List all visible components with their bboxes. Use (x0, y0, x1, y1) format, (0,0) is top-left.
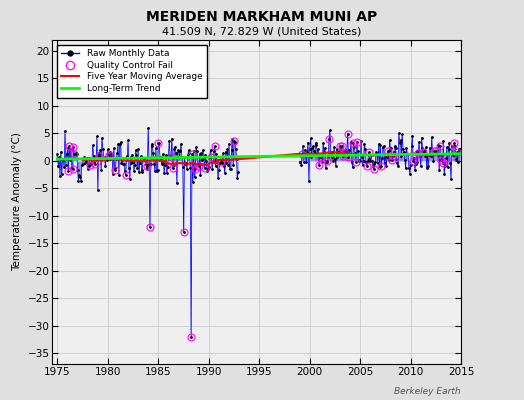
Legend: Raw Monthly Data, Quality Control Fail, Five Year Moving Average, Long-Term Tren: Raw Monthly Data, Quality Control Fail, … (57, 44, 207, 98)
Y-axis label: Temperature Anomaly (°C): Temperature Anomaly (°C) (12, 132, 22, 272)
Text: Berkeley Earth: Berkeley Earth (395, 387, 461, 396)
Text: 41.509 N, 72.829 W (United States): 41.509 N, 72.829 W (United States) (162, 26, 362, 36)
Text: MERIDEN MARKHAM MUNI AP: MERIDEN MARKHAM MUNI AP (146, 10, 378, 24)
